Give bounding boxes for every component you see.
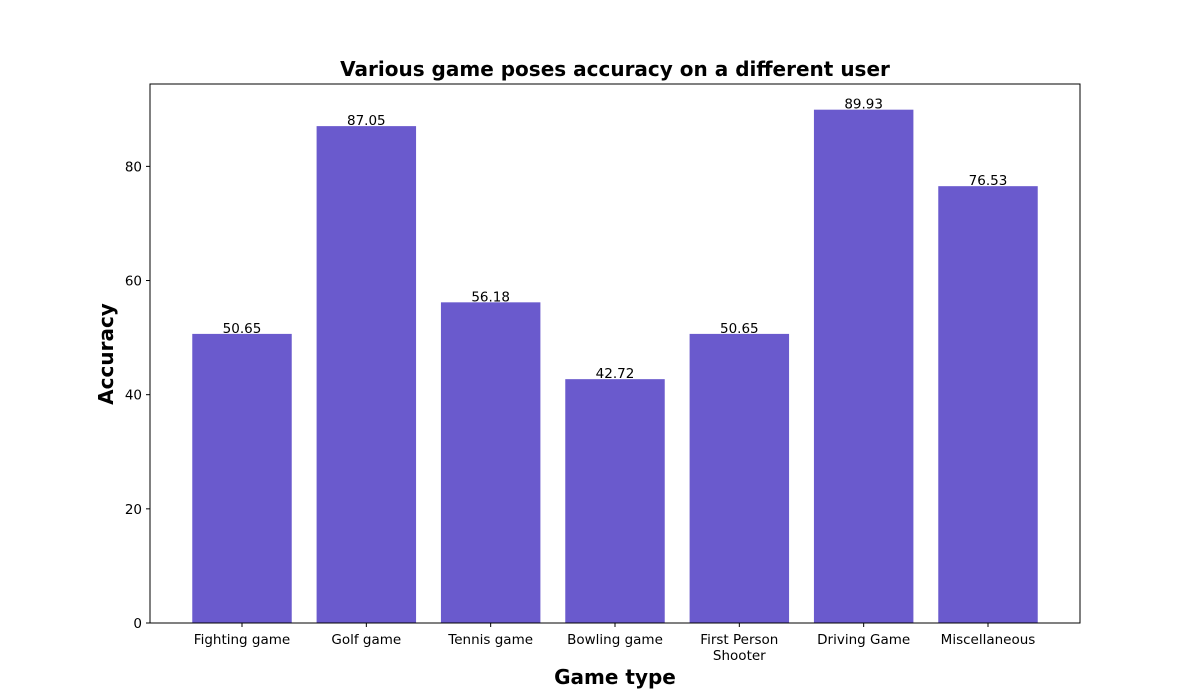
chart-title: Various game poses accuracy on a differe…	[340, 57, 890, 81]
x-axis-label: Game type	[554, 665, 676, 689]
data-label: 89.93	[844, 97, 883, 113]
x-tick-label: Driving Game	[817, 632, 910, 648]
x-tick-label: First Person	[700, 632, 778, 648]
data-label: 76.53	[969, 173, 1008, 189]
x-tick-label: Shooter	[713, 648, 766, 664]
x-tick-label: Golf game	[331, 632, 401, 648]
bar	[690, 334, 789, 623]
data-label: 50.65	[720, 321, 759, 337]
y-axis-label: Accuracy	[94, 303, 118, 405]
x-tick-label: Bowling game	[567, 632, 663, 648]
y-tick-label: 60	[125, 274, 142, 290]
y-axis-ticks: 0 20 40 60 80	[125, 159, 150, 632]
data-label: 42.72	[596, 366, 635, 382]
bar	[938, 186, 1037, 623]
x-axis-ticks: Fighting game Golf game Tennis game Bowling…	[194, 623, 1036, 664]
x-tick-label: Miscellaneous	[941, 632, 1036, 648]
y-tick-label: 40	[125, 388, 142, 404]
y-tick-label: 80	[125, 159, 142, 175]
y-tick-label: 0	[133, 616, 142, 632]
bar	[441, 302, 540, 623]
bar	[317, 126, 416, 623]
bar	[565, 379, 664, 623]
x-tick-label: Tennis game	[447, 632, 533, 648]
bar	[814, 110, 913, 623]
data-label: 87.05	[347, 113, 386, 129]
data-label: 56.18	[471, 289, 510, 305]
y-tick-label: 20	[125, 502, 142, 518]
bar	[192, 334, 291, 623]
x-tick-label: Fighting game	[194, 632, 290, 648]
data-label: 50.65	[223, 321, 262, 337]
